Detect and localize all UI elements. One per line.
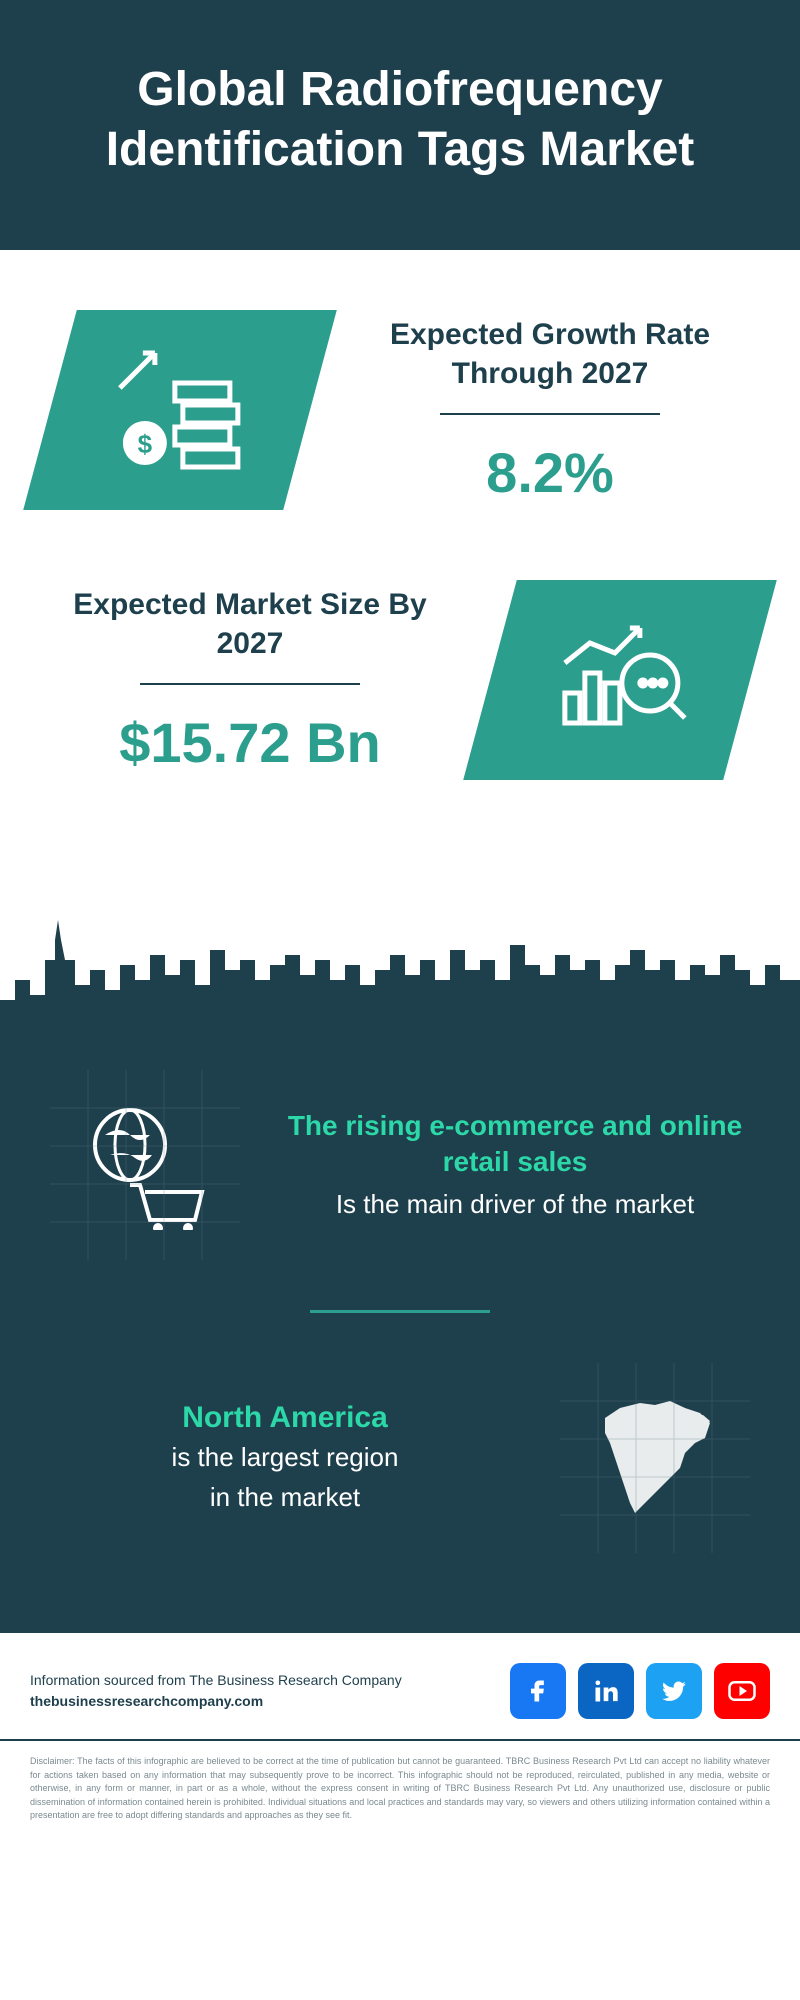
analytics-icon: [545, 613, 695, 748]
twitter-icon[interactable]: [646, 1663, 702, 1719]
growth-icon-box: $: [23, 310, 337, 510]
market-size-text: Expected Market Size By 2027 $15.72 Bn: [50, 585, 450, 775]
market-size-label: Expected Market Size By 2027: [50, 585, 450, 663]
footer-source: Information sourced from The Business Re…: [0, 1633, 800, 1741]
source-line2: thebusinessresearchcompany.com: [30, 1691, 402, 1712]
dark-section: The rising e-commerce and online retail …: [0, 1040, 800, 1633]
na-map-icon-box: [560, 1363, 750, 1553]
driver-highlight: The rising e-commerce and online retail …: [280, 1108, 750, 1181]
region-row: North America is the largest region in t…: [50, 1363, 750, 1553]
skyline-silhouette: [0, 910, 800, 1040]
svg-text:$: $: [138, 429, 153, 459]
youtube-icon[interactable]: [714, 1663, 770, 1719]
region-highlight: North America: [50, 1401, 520, 1435]
linkedin-icon[interactable]: [578, 1663, 634, 1719]
mid-divider: [310, 1310, 490, 1313]
driver-text: The rising e-commerce and online retail …: [280, 1108, 750, 1223]
disclaimer-section: Disclaimer: The facts of this infographi…: [0, 1741, 800, 1863]
header-banner: Global Radiofrequency Identification Tag…: [0, 0, 800, 250]
grid-bg-icon: [560, 1363, 750, 1553]
stat-row-growth: $ Expected Growth Rate Through 2027 8.2%: [50, 310, 750, 510]
stat-row-market-size: Expected Market Size By 2027 $15.72 Bn: [50, 580, 750, 780]
source-line1: Information sourced from The Business Re…: [30, 1670, 402, 1691]
growth-label: Expected Growth Rate Through 2027: [350, 315, 750, 393]
divider: [440, 413, 660, 415]
social-icons: [510, 1663, 770, 1719]
driver-row: The rising e-commerce and online retail …: [50, 1070, 750, 1260]
grid-bg-icon: [50, 1070, 240, 1260]
stats-section: $ Expected Growth Rate Through 2027 8.2%: [0, 250, 800, 910]
disclaimer-text: Disclaimer: The facts of this infographi…: [30, 1755, 770, 1823]
region-sub-2: in the market: [50, 1481, 520, 1515]
divider: [140, 683, 360, 685]
driver-sub: Is the main driver of the market: [280, 1188, 750, 1222]
region-text: North America is the largest region in t…: [50, 1401, 520, 1515]
growth-value: 8.2%: [350, 440, 750, 505]
growth-text: Expected Growth Rate Through 2027 8.2%: [350, 315, 750, 505]
money-growth-icon: $: [105, 343, 255, 478]
analytics-icon-box: [463, 580, 777, 780]
market-size-value: $15.72 Bn: [50, 710, 450, 775]
globe-cart-icon-box: [50, 1070, 240, 1260]
source-text: Information sourced from The Business Re…: [30, 1670, 402, 1712]
page-title: Global Radiofrequency Identification Tag…: [40, 60, 760, 180]
facebook-icon[interactable]: [510, 1663, 566, 1719]
region-sub-1: is the largest region: [50, 1441, 520, 1475]
